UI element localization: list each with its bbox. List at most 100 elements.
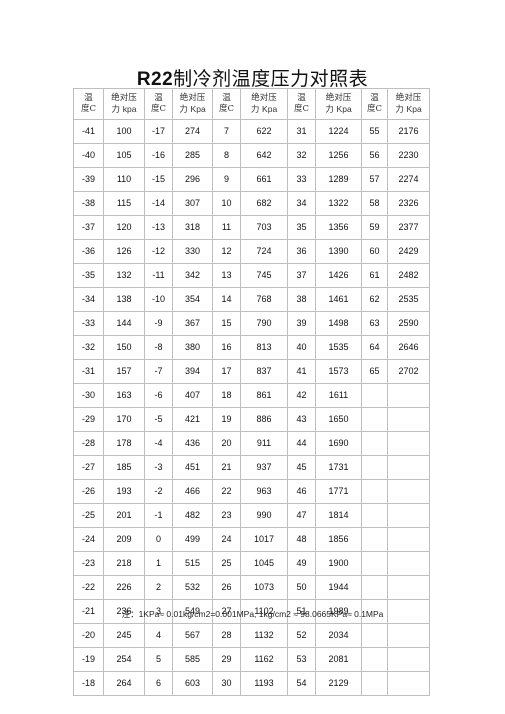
pressure-cell: 1045 [240,551,288,576]
temperature-cell: -41 [73,119,104,144]
temperature-cell: -11 [144,263,173,288]
temperature-cell [361,431,388,456]
pressure-cell: 201 [103,503,145,528]
temperature-cell: 22 [212,479,241,504]
temperature-cell: 10 [212,191,241,216]
temperature-cell: 32 [287,143,316,168]
pressure-cell: 1771 [315,479,362,504]
temperature-cell: -18 [73,671,104,696]
temperature-cell: 56 [361,143,388,168]
temperature-cell: 58 [361,191,388,216]
pressure-cell: 2377 [387,215,430,240]
temperature-cell: -8 [144,335,173,360]
pressure-cell: 2535 [387,287,430,312]
temperature-cell: -23 [73,551,104,576]
pressure-cell [387,431,430,456]
temperature-cell: -13 [144,215,173,240]
temperature-cell: 4 [144,623,173,648]
pressure-cell: 394 [172,359,213,384]
pressure-cell: 1814 [315,503,362,528]
temperature-cell: 26 [212,575,241,600]
pressure-cell: 157 [103,359,145,384]
table-row: -23 218 1 515 25 1045 49 1900 [73,551,430,576]
header-row: 温度C 绝对压力 kpa 温度C 绝对压力 Kpa 温度C 绝对压力 Kpa 温… [73,88,430,120]
pressure-cell: 499 [172,527,213,552]
temperature-cell: -12 [144,239,173,264]
table-row: -22 226 2 532 26 1073 50 1944 [73,575,430,600]
temperature-cell: 60 [361,239,388,264]
temperature-cell: 25 [212,551,241,576]
pressure-cell: 886 [240,407,288,432]
pressure-cell: 163 [103,383,145,408]
pressure-cell: 1162 [240,647,288,672]
temperature-cell: -28 [73,431,104,456]
temperature-cell: -2 [144,479,173,504]
pressure-cell [387,479,430,504]
pressure-cell: 642 [240,143,288,168]
temperature-cell: 9 [212,167,241,192]
pressure-cell: 963 [240,479,288,504]
pressure-header: 绝对压力 Kpa [315,88,362,120]
pressure-cell: 661 [240,167,288,192]
pressure-cell: 209 [103,527,145,552]
pressure-cell: 1017 [240,527,288,552]
temperature-cell [361,479,388,504]
temperature-cell: 7 [212,119,241,144]
table-row: -31 157 -7 394 17 837 41 1573 65 2702 [73,359,430,384]
temperature-cell: 43 [287,407,316,432]
temperature-cell: 33 [287,167,316,192]
temperature-cell: 64 [361,335,388,360]
temperature-cell: 19 [212,407,241,432]
temperature-cell: 53 [287,647,316,672]
pressure-cell: 1650 [315,407,362,432]
temperature-cell: 11 [212,215,241,240]
temperature-cell: 48 [287,527,316,552]
pressure-cell: 937 [240,455,288,480]
pressure-cell: 2646 [387,335,430,360]
table-row: -33 144 -9 367 15 790 39 1498 63 2590 [73,311,430,336]
pressure-cell: 1461 [315,287,362,312]
pressure-cell: 245 [103,623,145,648]
temperature-cell: 3 [144,599,173,624]
temperature-cell: 54 [287,671,316,696]
pressure-cell: 126 [103,239,145,264]
pressure-cell: 1731 [315,455,362,480]
pressure-cell: 226 [103,575,145,600]
temperature-cell [361,383,388,408]
page-title: R22制冷剂温度压力对照表 [0,64,505,91]
pressure-cell: 110 [103,167,145,192]
pressure-cell: 482 [172,503,213,528]
pressure-cell: 274 [172,119,213,144]
temperature-cell: -9 [144,311,173,336]
pressure-cell: 990 [240,503,288,528]
temperature-cell [361,551,388,576]
table-row: -36 126 -12 330 12 724 36 1390 60 2429 [73,239,430,264]
pressure-cell: 466 [172,479,213,504]
pressure-cell: 218 [103,551,145,576]
temperature-cell: -17 [144,119,173,144]
table-row: -37 120 -13 318 11 703 35 1356 59 2377 [73,215,430,240]
temperature-cell: 2 [144,575,173,600]
temperature-cell: -16 [144,143,173,168]
pressure-cell [387,455,430,480]
pressure-header: 绝对压力 Kpa [240,88,288,120]
pressure-cell: 354 [172,287,213,312]
pressure-header: 绝对压力 Kpa [387,88,430,120]
pressure-cell [387,527,430,552]
pressure-cell [387,647,430,672]
pressure-cell: 745 [240,263,288,288]
pressure-cell [387,623,430,648]
pressure-cell: 515 [172,551,213,576]
pressure-cell: 1356 [315,215,362,240]
temperature-cell: -26 [73,479,104,504]
pressure-cell: 1193 [240,671,288,696]
temperature-cell [361,503,388,528]
pressure-cell: 2081 [315,647,362,672]
title-refrigerant: R22 [136,69,174,90]
pressure-cell: 1498 [315,311,362,336]
pressure-cell [387,383,430,408]
temp-header: 温度C [73,88,104,120]
pressure-cell: 120 [103,215,145,240]
temp-header: 温度C [212,88,241,120]
table-body: -41 100 -17 274 7 622 31 1224 55 2176 -40 105 -16 285… [73,119,430,696]
